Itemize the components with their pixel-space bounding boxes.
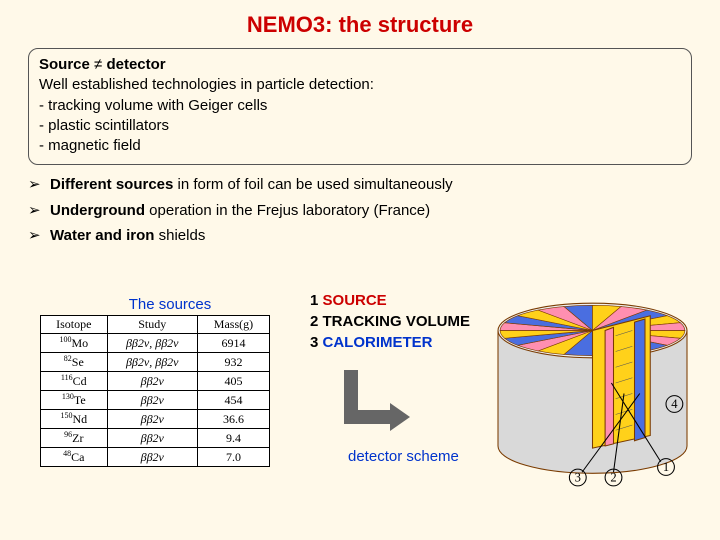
source-box-item: - tracking volume with Geiger cells	[39, 96, 681, 116]
source-box-item: - magnetic field	[39, 136, 681, 156]
page-title: NEMO3: the structure	[0, 0, 720, 38]
table-row: 150Ndββ2ν36.6	[41, 410, 270, 429]
svg-text:3: 3	[575, 471, 581, 485]
table-header: Study	[107, 316, 197, 334]
table-row: 130Teββ2ν454	[41, 391, 270, 410]
table-row: 82Seββ2ν, ββ2ν932	[41, 353, 270, 372]
sources-table: Isotope Study Mass(g) 100Moββ2ν, ββ2ν691…	[40, 315, 270, 467]
svg-text:4: 4	[671, 397, 678, 411]
table-header: Isotope	[41, 316, 108, 334]
arrow-icon	[340, 370, 410, 430]
table-row: 116Cdββ2ν405	[41, 372, 270, 391]
bullet-item: ➢ Water and iron shields	[28, 224, 700, 247]
source-box-header: Source ≠ detector	[39, 55, 681, 75]
table-row: 100Moββ2ν, ββ2ν6914	[41, 334, 270, 353]
scheme-caption: detector scheme	[348, 448, 459, 465]
sources-caption: The sources	[40, 296, 300, 313]
triangle-bullet-icon: ➢	[28, 199, 50, 222]
table-row: 96Zrββ2ν9.4	[41, 429, 270, 448]
svg-text:2: 2	[610, 471, 616, 485]
source-box: Source ≠ detector Well established techn…	[28, 48, 692, 165]
svg-text:1: 1	[663, 460, 669, 474]
source-box-item: - plastic scintillators	[39, 116, 681, 136]
triangle-bullet-icon: ➢	[28, 224, 50, 247]
bullet-item: ➢ Different sources in form of foil can …	[28, 173, 700, 196]
triangle-bullet-icon: ➢	[28, 173, 50, 196]
detector-scheme-image: 1 2 3 4	[485, 278, 700, 488]
table-header: Mass(g)	[197, 316, 269, 334]
bullet-item: ➢ Underground operation in the Frejus la…	[28, 199, 700, 222]
table-row: 48Caββ2ν7.0	[41, 448, 270, 467]
bullet-list: ➢ Different sources in form of foil can …	[28, 173, 700, 247]
source-box-line: Well established technologies in particl…	[39, 75, 681, 95]
